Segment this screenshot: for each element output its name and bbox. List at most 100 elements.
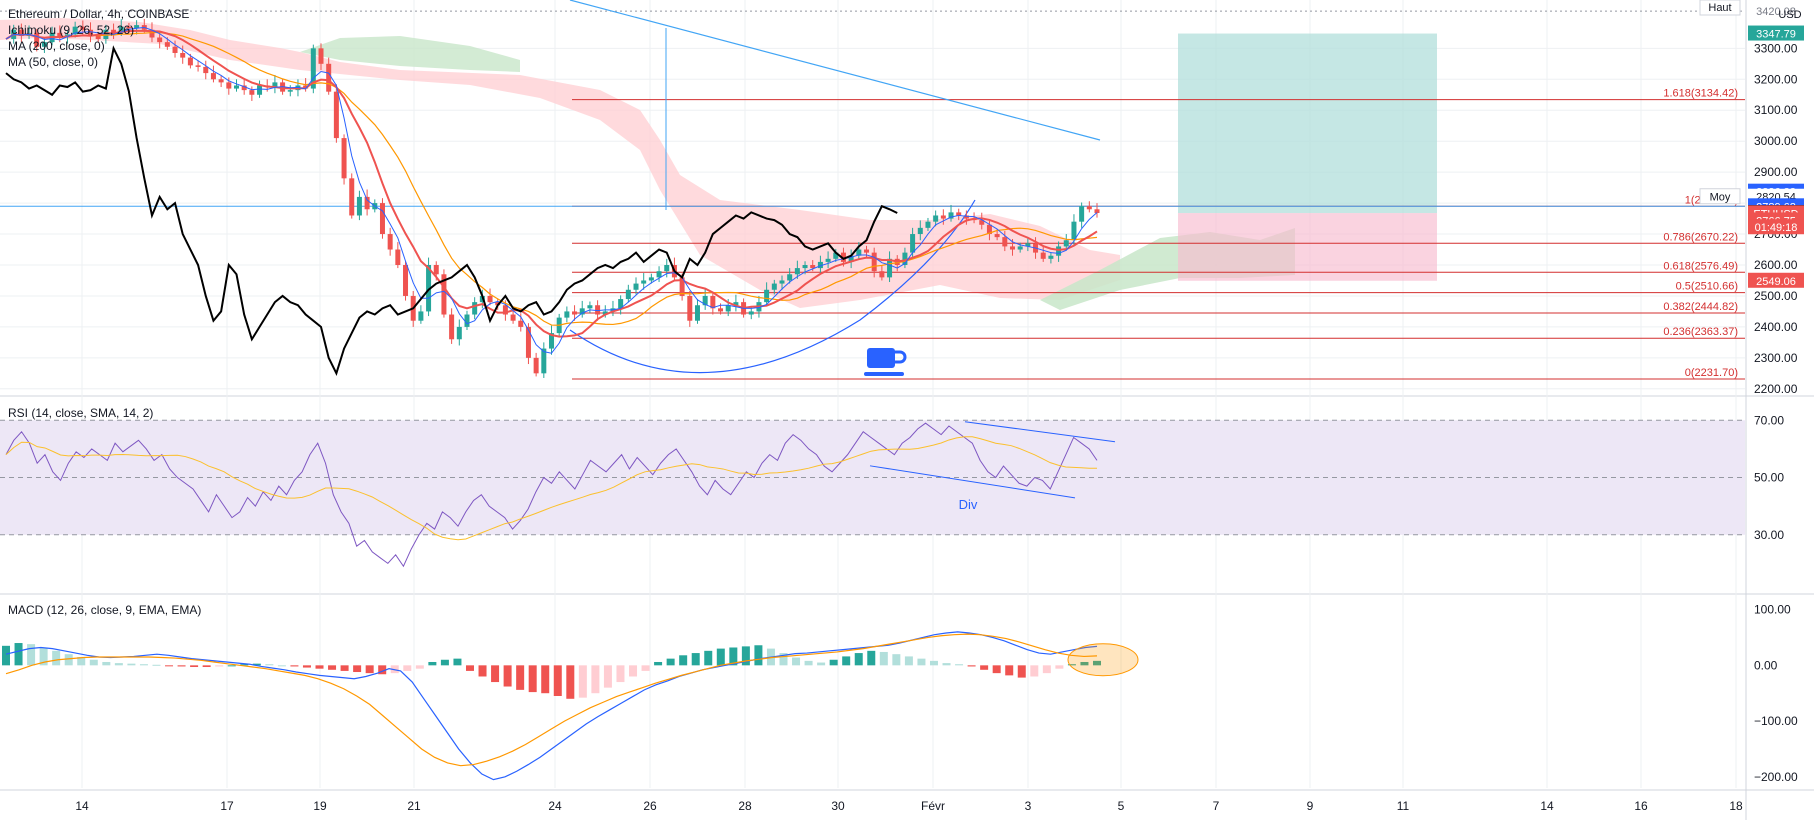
time-tick-label: 18 <box>1729 799 1743 813</box>
price-tag-bg <box>1748 272 1804 288</box>
candle-body <box>917 227 923 235</box>
candle-body <box>502 305 508 315</box>
candle-body <box>848 255 854 262</box>
time-tick-label: 9 <box>1307 799 1314 813</box>
macd-tick-label: −200.00 <box>1754 770 1798 784</box>
candle-body <box>840 252 846 262</box>
time-tick-label: 5 <box>1118 799 1125 813</box>
candle-body <box>587 305 593 309</box>
rounded-bottom-arc <box>569 199 976 374</box>
macd-histogram-bar <box>854 653 863 666</box>
macd-histogram-bar <box>415 665 424 669</box>
candle-body <box>157 37 163 43</box>
macd-histogram-bar <box>89 659 98 666</box>
candle-body <box>449 314 455 340</box>
candle-body <box>318 48 324 64</box>
candle-body <box>802 265 808 269</box>
macd-histogram-bar <box>227 665 236 667</box>
time-tick-label: 30 <box>831 799 845 813</box>
rsi-level-label: 50.00 <box>1754 471 1784 485</box>
candle-body <box>825 258 831 262</box>
macd-histogram-bar <box>804 660 813 666</box>
macd-histogram-bar <box>215 665 224 667</box>
macd-histogram-bar <box>591 665 600 694</box>
candle-body <box>986 224 992 235</box>
macd-highlight-ellipse <box>1067 643 1139 677</box>
candle-body <box>103 29 109 40</box>
macd-histogram-bar <box>654 661 663 666</box>
price-tick-label: 2900.00 <box>1754 165 1798 179</box>
macd-histogram-bar <box>704 650 713 666</box>
candle-body <box>1086 206 1092 210</box>
time-tick-label: 11 <box>1397 799 1410 813</box>
candle-body <box>1048 255 1054 259</box>
rsi-line <box>5 422 1098 568</box>
position-target-zone <box>1178 33 1437 214</box>
macd-histogram-bar <box>2 645 10 666</box>
macd-histogram-bar <box>27 644 36 666</box>
candle-body <box>856 249 862 256</box>
macd-histogram-bar <box>629 665 638 677</box>
macd-histogram-bar <box>1017 665 1026 678</box>
fib-level-label: 1.618(3134.42) <box>1663 88 1738 100</box>
candle-body <box>748 311 754 315</box>
candle-body <box>395 249 401 265</box>
candle-body <box>933 215 939 222</box>
legend-title: Ethereum / Dollar, 4h, COINBASE <box>8 7 190 21</box>
candle-body <box>648 277 654 281</box>
candle-body <box>203 66 209 74</box>
time-tick-label: 17 <box>220 799 234 813</box>
candle-body <box>618 299 624 309</box>
candle-body <box>1009 246 1015 250</box>
kijun-line <box>5 29 1098 338</box>
price-tag: 01:49:18 <box>1755 222 1798 234</box>
macd-histogram-bar <box>365 665 374 674</box>
time-tick-label: 3 <box>1025 799 1032 813</box>
candle-body <box>902 252 908 265</box>
candle-body <box>771 283 777 290</box>
rsi-divergence-low <box>869 465 1076 499</box>
macd-histogram-bar <box>1080 661 1089 666</box>
macd-histogram-bar <box>52 650 61 666</box>
candle-body <box>940 215 946 219</box>
price-tick-label: 3000.00 <box>1754 134 1798 148</box>
candle-body <box>518 320 524 327</box>
macd-histogram-bar <box>641 665 650 671</box>
candle-body <box>241 85 247 91</box>
time-tick-label: 14 <box>1540 799 1554 813</box>
candle-body <box>1094 209 1100 213</box>
haut-label: Haut <box>1708 2 1731 14</box>
moy-label: Moy <box>1710 192 1731 204</box>
candle-body <box>149 29 155 38</box>
price-tag: 3420.08 <box>1756 6 1796 18</box>
macd-histogram-bar <box>980 665 989 670</box>
candle-body <box>1063 240 1069 247</box>
coffee-icon <box>864 348 907 376</box>
time-tick-label: 7 <box>1213 799 1220 813</box>
candle-body <box>994 234 1000 238</box>
macd-histogram-bar <box>792 657 801 666</box>
candle-body <box>810 265 816 269</box>
candle-body <box>111 29 117 33</box>
rsi-divergence-high <box>964 421 1116 443</box>
candle-body <box>794 268 800 275</box>
legend-ma200: MA (200, close, 0) <box>8 39 105 53</box>
ichimoku-cloud-bear <box>0 18 1120 308</box>
rsi-level-label: 30.00 <box>1754 528 1784 542</box>
candle-body <box>833 252 839 259</box>
candle-body <box>126 26 132 29</box>
macd-histogram-bar <box>679 655 688 666</box>
time-tick-label: 24 <box>548 799 562 813</box>
candle-body <box>210 73 216 80</box>
rsi-ma-line <box>5 436 1097 541</box>
candle-body <box>694 305 700 321</box>
candle-body <box>541 348 547 374</box>
macd-histogram-bar <box>1030 665 1039 677</box>
candle-body <box>787 274 793 281</box>
macd-histogram-bar <box>340 665 349 671</box>
candle-body <box>57 32 63 38</box>
candle-body <box>356 196 362 216</box>
macd-histogram-bar <box>541 665 550 694</box>
candle-body <box>187 57 193 66</box>
